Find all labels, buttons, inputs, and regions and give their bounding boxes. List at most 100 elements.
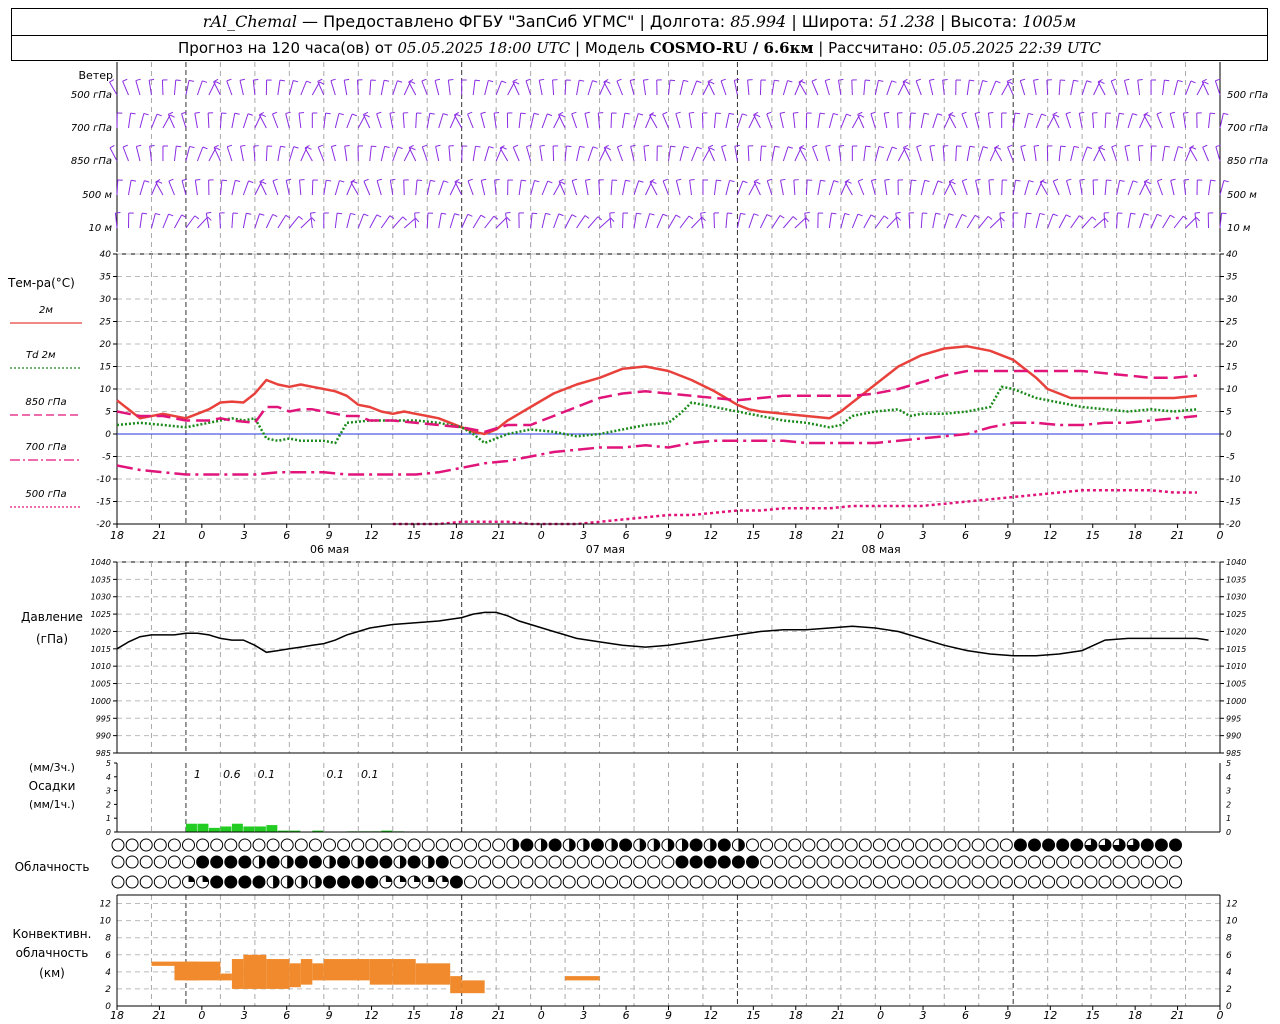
wind-barb: [978, 80, 988, 96]
wind-barb: [656, 145, 663, 162]
wind-barb-flag: [1183, 111, 1189, 114]
lat-value: 51.238: [878, 12, 935, 31]
wind-barb: [851, 213, 863, 229]
wind-barb-flag: [825, 78, 831, 82]
wind-barb: [369, 145, 377, 162]
wind-barb-shaft: [434, 80, 440, 96]
cloud-symbol: [957, 838, 971, 852]
precip-tick-label: 0: [106, 828, 111, 837]
wind-barb-flag: [514, 81, 520, 85]
wind-barb-shaft: [1143, 181, 1152, 196]
wind-barb-shaft: [701, 112, 704, 129]
hour-axis-top-label: 3: [920, 529, 927, 542]
wind-barb-flag: [144, 180, 150, 183]
cloud-symbol: [985, 875, 999, 889]
wind-barb-shaft: [149, 146, 152, 162]
pressure-axis-tick-label: 1005: [91, 680, 111, 689]
wind-barb-flag: [838, 145, 845, 147]
cloud-fill: [619, 839, 632, 851]
wind-barb: [989, 80, 1001, 96]
wind-barb: [564, 214, 577, 229]
conv-tick-label: 4: [1226, 968, 1232, 978]
wind-barb: [1007, 144, 1014, 162]
wind-barb-flag: [202, 80, 208, 83]
cloud-circle: [1084, 855, 1098, 869]
wind-barb-flag: [157, 180, 163, 184]
wind-barb-flag: [675, 111, 681, 115]
wind-barb-flag: [753, 178, 759, 182]
wind-barb-flag: [272, 178, 278, 182]
temp-axis-tick-label: 25: [100, 318, 112, 328]
wind-barb-flag: [285, 111, 291, 114]
cloud-fill: [1099, 839, 1111, 851]
wind-barb: [759, 79, 766, 96]
wind-barb: [851, 114, 865, 129]
wind-barb-shaft: [127, 113, 132, 129]
cloud-symbol: [760, 855, 774, 869]
wind-barb: [414, 212, 420, 229]
cloud-fill: [337, 856, 350, 868]
wind-barb-shaft: [571, 180, 578, 196]
cloud-fill: [1070, 839, 1083, 851]
wind-barb-flag: [948, 178, 954, 182]
wind-barb: [1215, 144, 1221, 162]
wind-barb: [713, 212, 719, 229]
precip-3h-value: 0.6: [223, 768, 241, 781]
wind-barb-shaft: [1046, 79, 1049, 96]
wind-barb-flag: [467, 111, 473, 115]
cloud-symbol: [238, 838, 252, 852]
wind-barb-shaft: [748, 213, 755, 229]
wind-barb: [226, 144, 233, 162]
wind-barb-flag: [272, 213, 278, 217]
wind-barb-shaft: [961, 180, 968, 196]
cloud-symbol: [1013, 855, 1027, 869]
wind-barb-shaft: [1162, 146, 1166, 162]
wind-barb: [656, 79, 662, 96]
wind-barb: [1052, 178, 1060, 196]
wind-barb-flag: [696, 146, 702, 150]
cloud-fill: [746, 856, 759, 868]
cloud-circle: [999, 855, 1013, 869]
wind-barb-shaft: [181, 180, 187, 196]
wind-barb: [116, 112, 123, 129]
wind-barb: [173, 145, 182, 162]
wind-barb: [736, 212, 746, 229]
wind-barb: [576, 215, 590, 229]
wind-barb-shaft: [1215, 146, 1221, 162]
wind-barb: [389, 111, 395, 129]
lon-value: 85.994: [730, 12, 787, 31]
cloud-symbol: [478, 875, 492, 889]
temp-axis-tick-label: 25: [1226, 318, 1238, 328]
wind-barb-shaft: [1208, 180, 1212, 196]
wind-barb-shaft: [564, 146, 567, 162]
cloud-symbol: [675, 855, 689, 869]
cloud-circle: [929, 875, 943, 889]
wind-barb: [840, 113, 852, 129]
wind-barb: [1012, 179, 1021, 196]
wind-barb-flag: [916, 144, 922, 148]
cloud-symbol: [1070, 875, 1084, 889]
wind-barb-flag: [902, 78, 908, 83]
wind-barb-shaft: [505, 213, 509, 229]
hour-axis-top-label: 21: [1171, 529, 1185, 542]
pressure-axis-tick-label: 1035: [1226, 575, 1246, 584]
cloud-circle: [788, 838, 802, 852]
wind-barb-shaft: [870, 113, 876, 129]
wind-barb-flag: [365, 114, 370, 118]
cloud-fill: [1056, 839, 1069, 851]
cloud-symbol: [351, 838, 365, 852]
wind-level-label: 700 гПа: [71, 123, 112, 134]
wind-barb-shaft: [438, 113, 444, 129]
wind-barb-shaft: [219, 180, 223, 196]
wind-barb: [920, 212, 928, 229]
cloud-circle: [971, 838, 985, 852]
wind-barb: [334, 180, 345, 196]
wind-barb-shaft: [1110, 80, 1118, 96]
wind-barb-flag: [740, 212, 746, 215]
wind-barb-flag: [846, 180, 852, 184]
precip-bar: [220, 826, 232, 832]
cloud-fill: [287, 856, 294, 868]
wind-barb: [629, 78, 636, 96]
cloud-symbol: [421, 838, 435, 852]
wind-barb-flag: [649, 178, 655, 183]
